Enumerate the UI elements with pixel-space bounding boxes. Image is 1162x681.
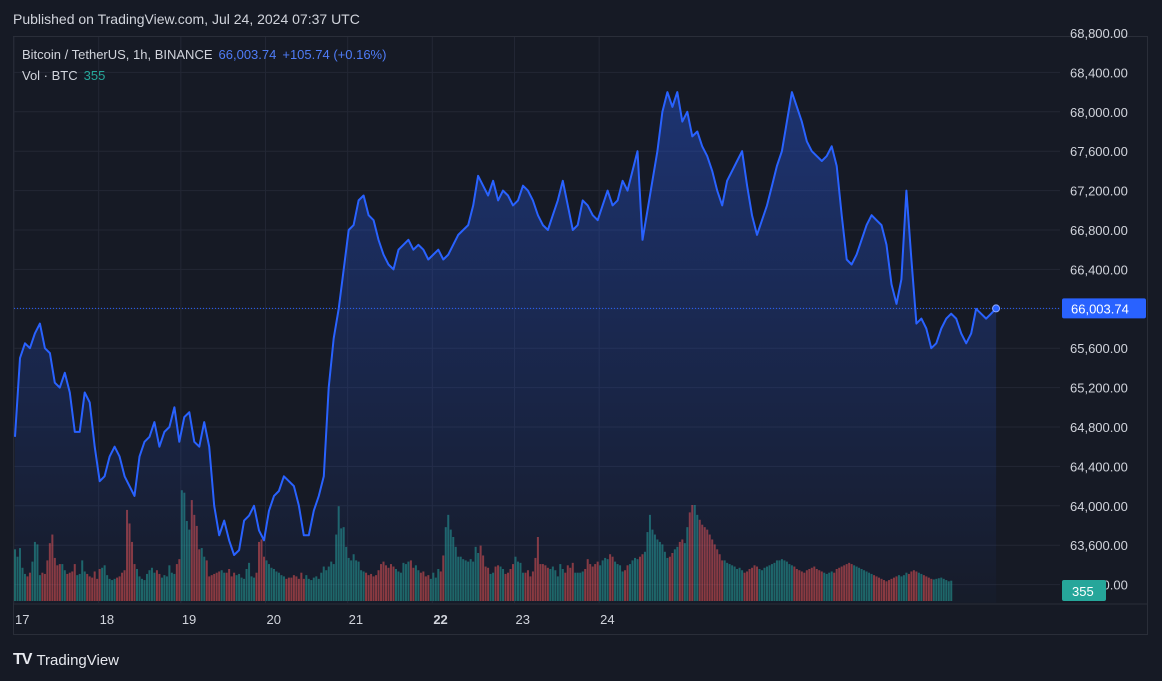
y-tick-label: 67,200.00 xyxy=(1070,184,1128,199)
y-tick-label: 65,600.00 xyxy=(1070,341,1128,356)
x-tick-label: 21 xyxy=(349,612,363,627)
price-change-value: +105.74 (+0.16%) xyxy=(282,47,387,62)
y-tick-label: 68,000.00 xyxy=(1070,105,1128,120)
top-bar: Published on TradingView.com, Jul 24, 20… xyxy=(0,0,1162,36)
volume-label-box xyxy=(1062,580,1106,601)
y-tick-label: 66,400.00 xyxy=(1070,262,1128,277)
y-tick-label: 64,800.00 xyxy=(1070,420,1128,435)
price-line xyxy=(14,91,997,556)
y-tick-label: 64,000.00 xyxy=(1070,499,1128,514)
footer-brand[interactable]: TV TradingView xyxy=(13,649,119,671)
chart-legend: Bitcoin / TetherUS, 1h, BINANCE 66,003.74… xyxy=(22,44,386,86)
legend-volume-row: Vol · BTC 355 xyxy=(22,65,386,86)
y-tick-label: 67,600.00 xyxy=(1070,144,1128,159)
x-tick-label: 19 xyxy=(182,612,196,627)
y-tick-label: 68,400.00 xyxy=(1070,65,1128,80)
y-tick-label: 65,200.00 xyxy=(1070,381,1128,396)
last-price-dot xyxy=(992,304,1001,313)
tradingview-logo-icon: TV xyxy=(13,651,32,668)
symbol-label[interactable]: Bitcoin / TetherUS, 1h, BINANCE xyxy=(22,47,213,62)
price-area xyxy=(15,92,997,603)
legend-symbol-row: Bitcoin / TetherUS, 1h, BINANCE 66,003.74… xyxy=(22,44,386,65)
x-tick-label: 18 xyxy=(100,612,114,627)
volume-label[interactable]: Vol · BTC xyxy=(22,68,78,83)
y-tick-label: 63,600.00 xyxy=(1070,538,1128,553)
x-tick-label: 22 xyxy=(433,612,447,627)
last-price-label-box xyxy=(1062,298,1146,319)
volume-value: 355 xyxy=(83,68,106,83)
x-tick-label: 23 xyxy=(515,612,529,627)
y-tick-label: 64,400.00 xyxy=(1070,459,1128,474)
x-tick-label: 24 xyxy=(600,612,614,627)
x-tick-label: 20 xyxy=(266,612,280,627)
last-price-value: 66,003.74 xyxy=(218,47,277,62)
published-caption: Published on TradingView.com, Jul 24, 20… xyxy=(13,11,360,27)
x-tick-label: 17 xyxy=(15,612,29,627)
last-price-label: 66,003.74 xyxy=(1071,301,1129,316)
volume-label-value: 355 xyxy=(1072,584,1094,599)
y-tick-label: 66,800.00 xyxy=(1070,223,1128,238)
y-tick-label: 68,800.00 xyxy=(1070,26,1128,41)
tradingview-brand-label: TradingView xyxy=(36,651,119,669)
